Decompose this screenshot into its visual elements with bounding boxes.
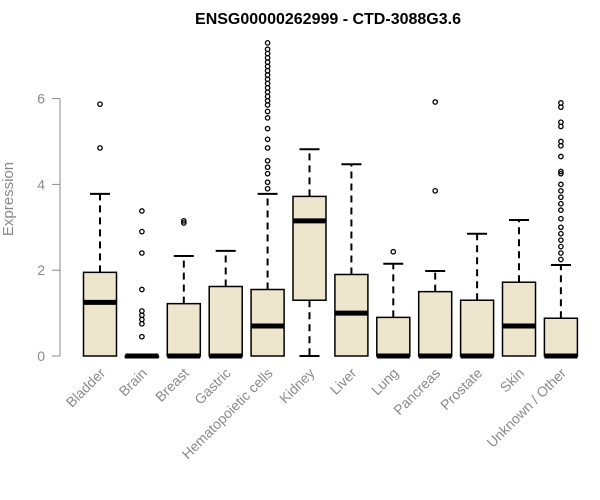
box-iqr: [501, 281, 537, 357]
outlier-point: [139, 308, 145, 314]
outlier-point: [558, 119, 564, 126]
x-label-brain: Brain: [116, 365, 150, 399]
outlier-point: [558, 194, 564, 201]
y-tick-label-4: 4: [37, 176, 45, 192]
outlier-point: [558, 243, 564, 250]
outlier-point: [558, 138, 564, 145]
outlier-point: [558, 256, 564, 263]
x-label-bladder: Bladder: [63, 365, 109, 411]
box-unknown-other: [543, 100, 579, 359]
outlier-point: [139, 228, 145, 235]
outlier-point: [558, 100, 564, 106]
outlier-point: [97, 101, 103, 108]
outlier-point: [264, 46, 271, 53]
y-axis: 0 2 4 6: [37, 91, 61, 364]
outlier-point: [97, 145, 103, 151]
box-liver: [334, 163, 369, 357]
y-tick-label-6: 6: [37, 91, 45, 107]
outlier-point: [558, 215, 564, 222]
outlier-point: [180, 218, 187, 224]
box-pancreas: [417, 99, 453, 359]
y-axis-label: Expression: [0, 162, 17, 236]
box-breast: [166, 218, 202, 359]
outlier-point: [432, 187, 439, 194]
x-label-liver: Liver: [327, 365, 360, 398]
outlier-point: [558, 170, 564, 177]
outlier-point: [264, 145, 271, 151]
outlier-point: [264, 125, 271, 132]
outlier-point: [432, 99, 439, 105]
box-iqr: [417, 290, 453, 357]
outlier-point: [558, 250, 564, 256]
x-label-pancreas: Pancreas: [390, 365, 443, 418]
outlier-point: [558, 237, 564, 244]
x-label-unknown-other: Unknown / Other: [483, 365, 569, 451]
box-skin: [501, 219, 537, 357]
outlier-point: [264, 39, 271, 46]
chart-title: ENSG00000262999 - CTD-3088G3.6: [195, 11, 461, 28]
box-iqr: [166, 302, 202, 357]
box-prostate: [459, 232, 495, 359]
x-label-kidney: Kidney: [276, 365, 318, 407]
outlier-point: [264, 108, 271, 115]
box-iqr: [459, 299, 495, 357]
outlier-point: [558, 207, 564, 213]
outlier-point: [558, 224, 564, 231]
outlier-point: [558, 187, 564, 194]
boxes-group: [82, 39, 579, 359]
outlier-point: [139, 286, 145, 293]
outlier-point: [264, 170, 271, 177]
box-iqr: [82, 271, 118, 357]
box-bladder: [82, 101, 118, 357]
outlier-point: [558, 200, 564, 207]
outlier-point: [264, 185, 271, 192]
box-kidney: [292, 148, 327, 357]
outlier-point: [180, 220, 187, 226]
outlier-point: [264, 157, 271, 164]
box-lung: [376, 248, 411, 359]
box-iqr: [376, 316, 411, 357]
outlier-point: [558, 153, 564, 160]
outlier-point: [264, 115, 271, 121]
outlier-point: [558, 168, 564, 175]
box-hematopoietic-cells: [250, 39, 285, 357]
y-tick-label-2: 2: [37, 262, 45, 278]
outlier-point: [558, 230, 564, 237]
x-label-skin: Skin: [497, 365, 528, 396]
outlier-point: [264, 179, 271, 186]
outlier-point: [139, 333, 145, 340]
x-label-prostate: Prostate: [437, 365, 485, 413]
box-iqr: [543, 317, 579, 357]
outlier-point: [558, 181, 564, 188]
box-gastric: [208, 249, 243, 359]
y-tick-label-0: 0: [37, 348, 45, 364]
outlier-point: [390, 248, 397, 255]
outlier-point: [139, 208, 145, 214]
x-label-lung: Lung: [368, 365, 401, 398]
outlier-point: [264, 136, 271, 143]
box-iqr: [250, 288, 285, 357]
outlier-point: [139, 250, 145, 256]
box-iqr: [208, 285, 243, 357]
box-iqr: [292, 195, 327, 301]
outlier-point: [264, 164, 271, 171]
x-label-breast: Breast: [152, 365, 192, 405]
box-brain: [124, 208, 160, 359]
